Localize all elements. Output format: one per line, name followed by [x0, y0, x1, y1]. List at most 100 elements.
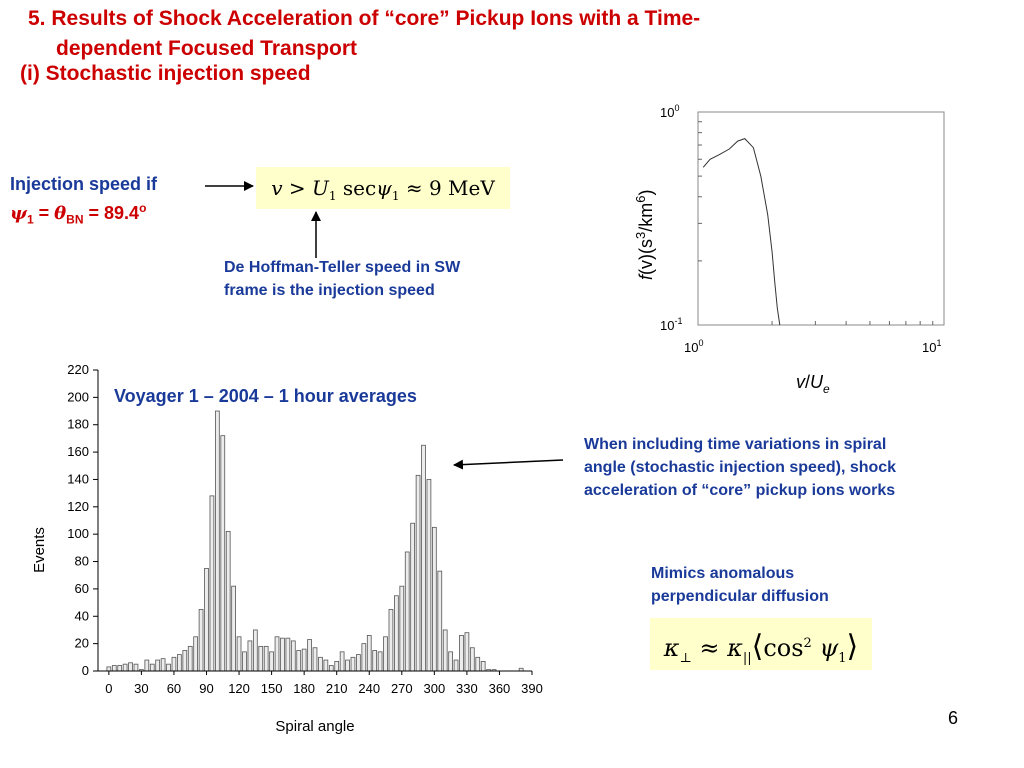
- eq2-psi-sub: 1: [838, 650, 847, 666]
- eq2-close: ⟩: [846, 629, 859, 664]
- when-note-line2: angle (stochastic injection speed), shoc…: [584, 459, 897, 476]
- histogram-bar: [128, 662, 133, 672]
- histogram-ytick-label: 220: [67, 362, 89, 377]
- histogram-xtick-label: 240: [358, 681, 380, 696]
- histogram-xtick-label: 90: [199, 681, 213, 696]
- histogram-bar: [155, 659, 161, 672]
- histogram-xtick-label: 210: [326, 681, 348, 696]
- histogram-ytick-label: 40: [75, 608, 89, 623]
- histogram-bar: [356, 654, 361, 672]
- injection-equation: v > U1 secψ1 ≈ 9 MeV: [256, 167, 510, 209]
- histogram-annotation: Voyager 1 – 2004 – 1 hour averages: [114, 386, 417, 406]
- spectrum-ylabel: f(v)(s3/km6): [633, 190, 656, 280]
- degree-mark: o: [139, 201, 147, 215]
- histogram-bar: [247, 640, 253, 672]
- histogram-bar: [214, 410, 220, 672]
- theta-symbol: θ: [54, 203, 67, 224]
- histogram-bar: [328, 665, 334, 672]
- histogram-ytick-label: 200: [67, 389, 89, 404]
- spectrum-ytick-top: 100: [660, 103, 679, 120]
- histogram-bar: [296, 650, 302, 672]
- histogram-chart: 0 20 40 60 80 100 120 140 160 180 200 220 0 30 60 90 12…: [31, 362, 543, 735]
- histogram-bar: [361, 643, 367, 672]
- histogram-bar: [117, 665, 123, 672]
- histogram-bar: [323, 659, 329, 672]
- histogram-bar: [350, 656, 356, 672]
- dht-note-line1: De Hoffman-Teller speed in SW: [224, 259, 461, 276]
- eq1-psi: ψ: [376, 176, 392, 200]
- histogram-xtick-label: 0: [105, 681, 112, 696]
- time-variation-note: When including time variations in spiral…: [584, 433, 994, 502]
- histogram-bar: [258, 645, 264, 672]
- histogram-bar: [394, 595, 399, 672]
- histogram-bar: [377, 651, 383, 672]
- histogram-bar: [280, 637, 285, 672]
- equals-sign: =: [33, 203, 55, 223]
- histogram-bar: [388, 609, 394, 672]
- histogram-bar: [312, 647, 318, 672]
- histogram-bar: [166, 663, 171, 672]
- dht-note-line2: frame is the injection speed: [224, 282, 435, 299]
- histogram-bar: [448, 651, 453, 672]
- histogram-bar: [383, 636, 388, 672]
- eq1-gt: >: [282, 176, 312, 200]
- psi-subscript: 1: [26, 212, 34, 227]
- histogram-bar: [318, 656, 323, 672]
- eq1-U: U: [311, 176, 329, 200]
- histogram-bar: [426, 479, 432, 672]
- histogram-bar: [464, 632, 470, 672]
- histogram-bar: [480, 661, 486, 672]
- histogram-bar: [453, 659, 459, 672]
- histogram-bar: [301, 648, 307, 672]
- histogram-xlabel: Spiral angle: [275, 718, 354, 735]
- histogram-bar: [171, 656, 177, 672]
- histogram-bar: [421, 444, 426, 672]
- psi-symbol: ψ: [10, 203, 27, 224]
- spectrum-xtick-right: 101: [922, 338, 941, 355]
- theta-subscript: BN: [66, 212, 84, 227]
- histogram-bar: [404, 551, 410, 672]
- histogram-ytick-label: 180: [67, 417, 89, 432]
- histogram-ytick-label: 0: [82, 663, 89, 678]
- dht-note: De Hoffman-Teller speed in SW frame is t…: [224, 256, 460, 302]
- histogram-bar: [193, 636, 199, 672]
- histogram-bar: [437, 570, 443, 672]
- histogram-bar: [252, 629, 258, 672]
- histogram-ylabel: Events: [31, 527, 48, 573]
- histogram-bar: [220, 435, 226, 672]
- histogram-bar: [204, 567, 209, 672]
- slide-title-line2: dependent Focused Transport: [56, 37, 358, 60]
- when-note-line3: acceleration of “core” pickup ions works: [584, 482, 896, 499]
- arrow-to-histogram: [453, 459, 564, 470]
- histogram-bar: [177, 654, 182, 672]
- eq2-kappa-par: κ: [727, 634, 743, 662]
- when-note-line1: When including time variations in spiral: [584, 436, 887, 453]
- histogram-bar: [182, 650, 188, 672]
- histogram-bar: [225, 531, 231, 672]
- spectrum-plot-area: [697, 111, 945, 326]
- eq1-approx: ≈ 9 MeV: [399, 176, 495, 200]
- histogram-xtick-label: 180: [293, 681, 315, 696]
- histogram-xtick-label: 300: [423, 681, 445, 696]
- histogram-bar: [366, 635, 372, 672]
- histogram-bar: [263, 645, 269, 672]
- histogram-bar: [431, 526, 437, 672]
- histogram-bar: [111, 665, 117, 672]
- histogram-bar: [122, 663, 128, 672]
- histogram-bar: [469, 647, 475, 672]
- histogram-ytick-label: 100: [67, 526, 89, 541]
- eq2-par: ||: [742, 650, 752, 666]
- histogram-bar: [269, 651, 274, 672]
- histogram-bar: [274, 636, 280, 672]
- histogram-bar: [133, 663, 139, 672]
- histogram-bar: [187, 645, 193, 672]
- eq1-U-sub: 1: [328, 189, 337, 203]
- histogram-ytick-label: 60: [75, 581, 89, 596]
- spectrum-xlabel: v/Ue: [796, 372, 830, 396]
- histogram-bar: [442, 629, 448, 672]
- eq2-psi: ψ: [811, 634, 839, 662]
- histogram-bar: [399, 585, 405, 672]
- histogram-bar: [285, 637, 291, 672]
- spectrum-xtick-left: 100: [684, 338, 703, 355]
- histogram-bar: [410, 522, 416, 672]
